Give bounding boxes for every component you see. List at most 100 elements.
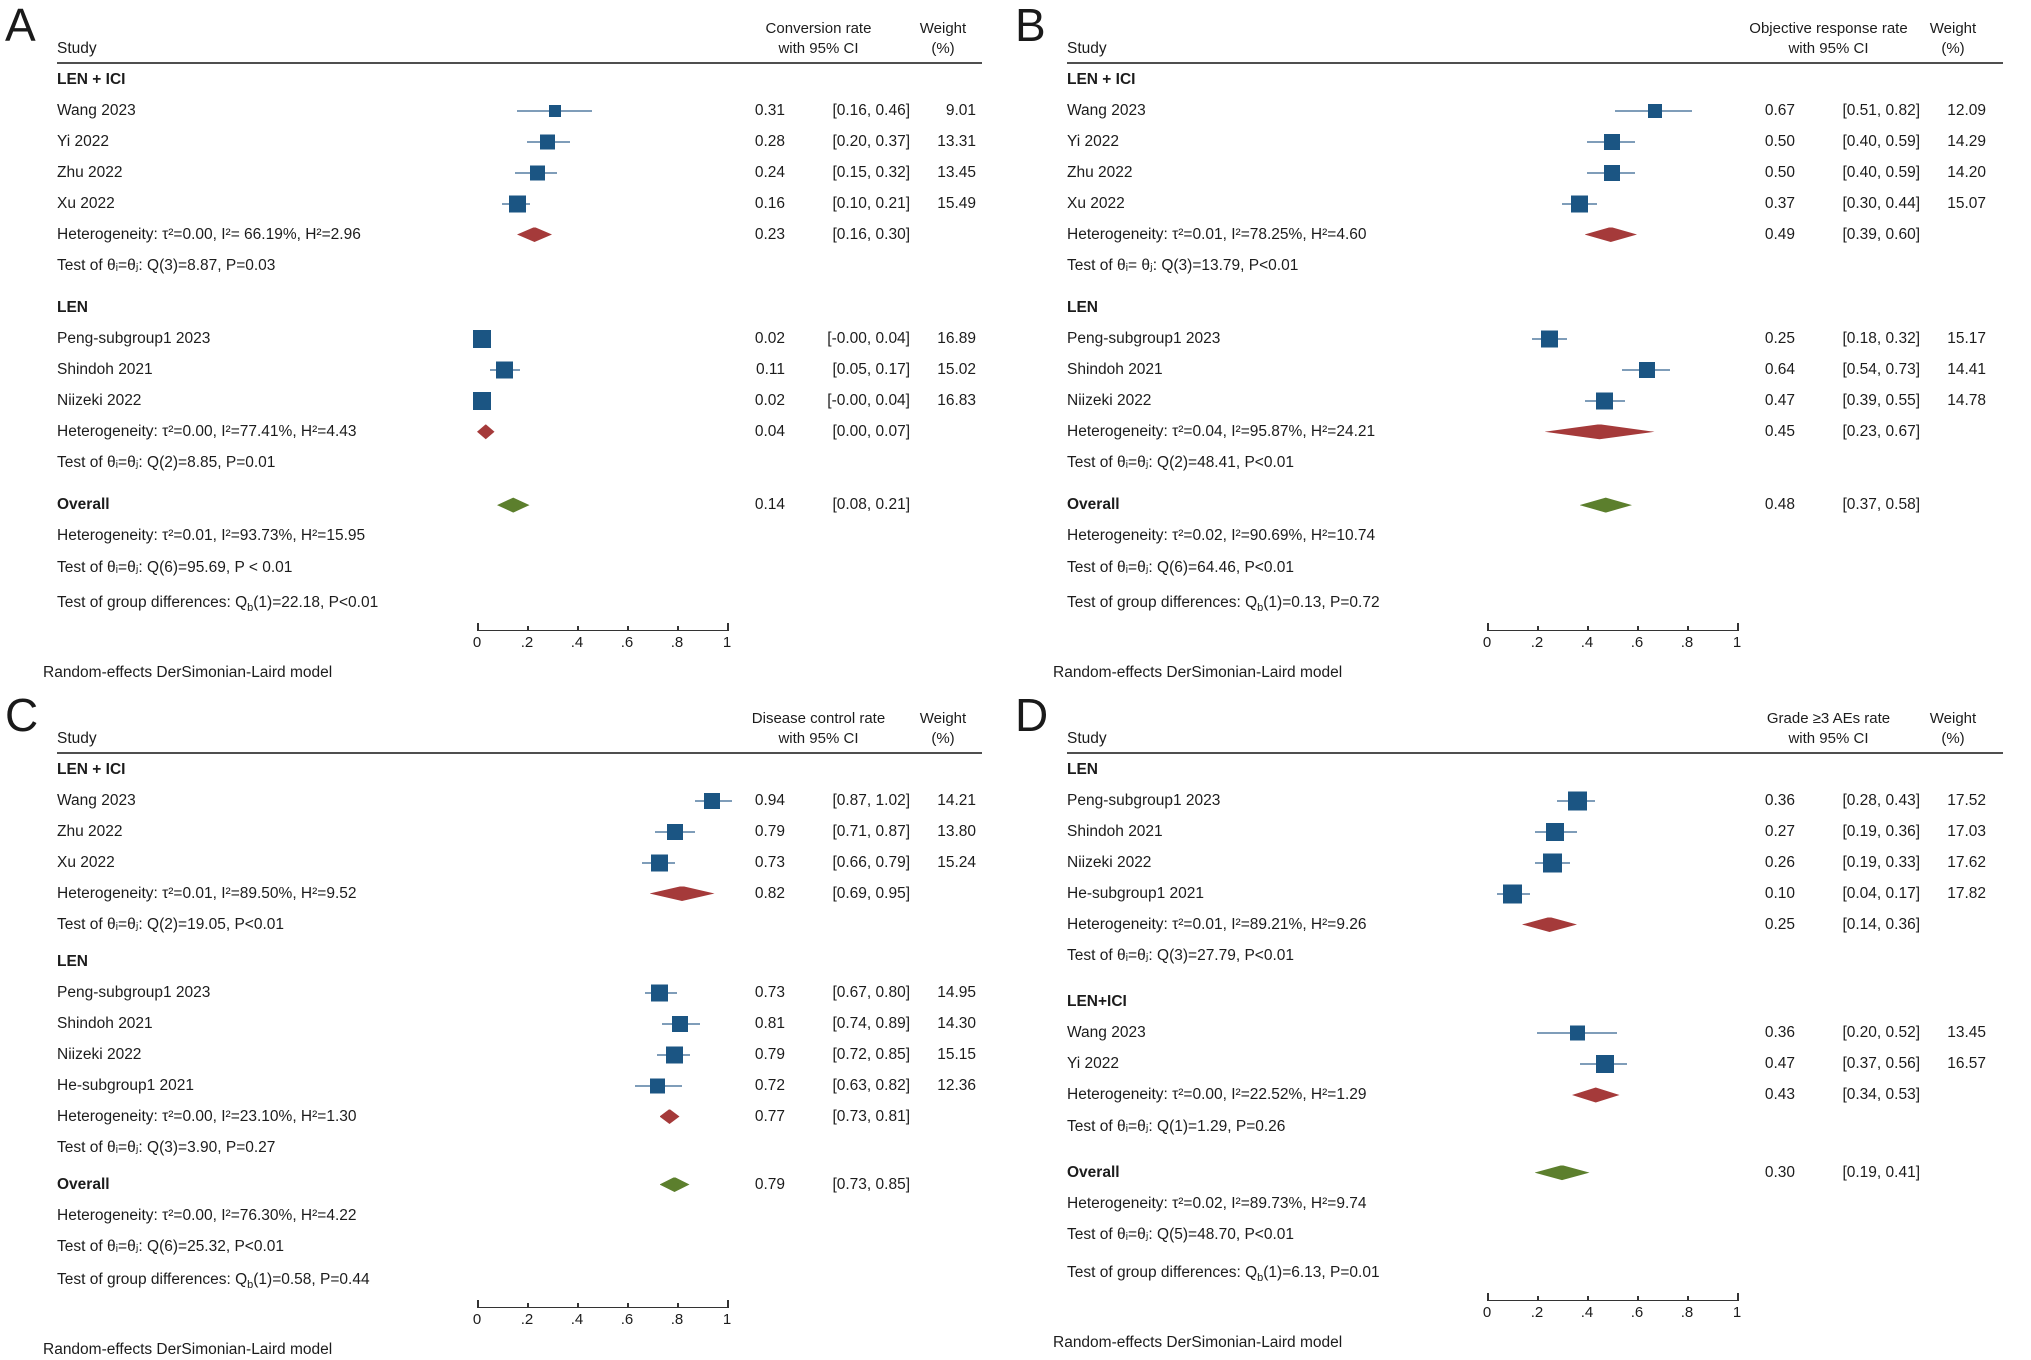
x-tick-label: .2 <box>1530 1303 1544 1321</box>
study-name: Peng-subgroup1 2023 <box>57 329 211 347</box>
study-row: Shindoh 2021 0.27 [0.19, 0.36] 17.03 <box>1067 816 2003 847</box>
effect-square <box>548 104 561 117</box>
group-diff-subscript: b <box>247 1279 254 1292</box>
group-differences-text: Test of group differences: Qb(1)=0.58, P… <box>57 1271 370 1291</box>
x-tick-label: .2 <box>520 634 534 651</box>
estimate-value: 0.45 <box>1764 422 1795 440</box>
subgroup-diamond <box>517 227 552 242</box>
effect-header-line2: with 95% CI <box>778 729 859 747</box>
estimate-value: 0.28 <box>754 132 785 150</box>
ci-value: [0.30, 0.44] <box>1842 194 1920 212</box>
x-tick-label: .6 <box>1630 1303 1644 1321</box>
group-spacer <box>1067 971 2003 987</box>
estimate-value: 0.64 <box>1764 360 1795 378</box>
estimate-value: 0.30 <box>1764 1163 1795 1181</box>
x-axis: 0 .2 .4 .6 .8 1 <box>1483 1290 1741 1332</box>
effect-square <box>473 329 491 348</box>
ci-value: [0.23, 0.67] <box>1842 422 1920 440</box>
study-row: Peng-subgroup1 2023 0.25 [0.18, 0.32] 15… <box>1067 323 2003 354</box>
estimate-value: 0.02 <box>754 391 785 409</box>
x-axis: 0 .2 .4 .6 .8 1 <box>473 620 731 662</box>
effect-square <box>671 1015 688 1032</box>
weight-value: 14.41 <box>1947 360 1986 378</box>
ci-plot <box>1487 354 1737 385</box>
summary-plot <box>477 490 727 521</box>
study-name: Xu 2022 <box>1067 194 1125 212</box>
estimate-value: 0.79 <box>754 822 785 840</box>
summary-row: Heterogeneity: τ²=0.00, I²=23.10%, H²=1.… <box>57 1101 982 1132</box>
x-tick-label: 1 <box>1732 1303 1742 1321</box>
weight-value: 14.95 <box>937 983 976 1001</box>
summary-row: Heterogeneity: τ²=0.01, I²=89.50%, H²=9.… <box>57 878 982 909</box>
study-row: He-subgroup1 2021 0.72 [0.63, 0.82] 12.3… <box>57 1070 982 1101</box>
homogeneity-test: Test of θᵢ=θⱼ: Q(3)=8.87, P=0.03 <box>57 257 276 274</box>
study-name: Zhu 2022 <box>57 822 123 840</box>
homogeneity-test: Test of θᵢ=θⱼ: Q(3)=27.79, P<0.01 <box>1067 947 1295 964</box>
study-row: Shindoh 2021 0.81 [0.74, 0.89] 14.30 <box>57 1008 982 1039</box>
summary-label: Heterogeneity: τ²=0.04, I²=95.87%, H²=24… <box>1067 422 1376 440</box>
group-spacer <box>57 281 982 292</box>
ci-value: [0.67, 0.80] <box>832 983 910 1001</box>
overall-test-row: Test of θᵢ=θⱼ: Q(5)=48.70, P<0.01 <box>1067 1219 2003 1250</box>
overall-test: Test of θᵢ=θⱼ: Q(6)=25.32, P<0.01 <box>57 1238 285 1255</box>
estimate-value: 0.25 <box>1764 915 1795 933</box>
weight-column-header: Weight (%) <box>1920 19 1986 58</box>
ci-value: [0.34, 0.53] <box>1842 1086 1920 1104</box>
group-spacer <box>1067 1142 2003 1158</box>
ci-value: [0.00, 0.07] <box>832 422 910 440</box>
summary-label: Overall <box>57 496 110 514</box>
homogeneity-test-row: Test of θᵢ=θⱼ: Q(3)=8.87, P=0.03 <box>57 250 982 281</box>
summary-label: Overall <box>57 1175 110 1193</box>
study-name: Shindoh 2021 <box>57 360 153 378</box>
group-spacer <box>1067 478 2003 489</box>
estimate-value: 0.72 <box>754 1076 785 1094</box>
ci-plot <box>1487 95 1737 126</box>
ci-value: [0.63, 0.82] <box>832 1076 910 1094</box>
group-diff-post: (1)=0.58, P=0.44 <box>253 1271 370 1289</box>
group-differences-row: Test of group differences: Qb(1)=6.13, P… <box>1067 1259 2003 1290</box>
estimate-value: 0.94 <box>754 791 785 809</box>
estimate-value: 0.82 <box>754 884 785 902</box>
panel-header: Study Objective response rate with 95% CI… <box>1067 8 2003 58</box>
homogeneity-test-row: Test of θᵢ=θⱼ: Q(3)=3.90, P=0.27 <box>57 1132 982 1163</box>
x-tick <box>527 626 529 631</box>
study-row: Peng-subgroup1 2023 0.02 [-0.00, 0.04] 1… <box>57 323 982 354</box>
effect-square <box>651 984 668 1001</box>
x-tick-label: .4 <box>570 634 584 651</box>
effect-square <box>1571 195 1588 212</box>
summary-row: Overall 0.30 [0.19, 0.41] <box>1067 1157 2003 1188</box>
study-row: Peng-subgroup1 2023 0.73 [0.67, 0.80] 14… <box>57 977 982 1008</box>
summary-plot <box>1487 416 1737 447</box>
ci-value: [0.20, 0.52] <box>1842 1024 1920 1042</box>
overall-test-row: Test of θᵢ=θⱼ: Q(6)=64.46, P<0.01 <box>1067 552 2003 583</box>
summary-label: Overall <box>1067 496 1120 514</box>
x-tick-label: .4 <box>1580 634 1594 651</box>
study-name: Wang 2023 <box>1067 1024 1146 1042</box>
group-diff-post: (1)=22.18, P<0.01 <box>253 594 379 612</box>
study-row: Zhu 2022 0.50 [0.40, 0.59] 14.20 <box>1067 157 2003 188</box>
summary-row: Heterogeneity: τ²=0.00, I²=77.41%, H²=4.… <box>57 416 982 447</box>
weight-value: 17.52 <box>1947 791 1986 809</box>
group-label: LEN <box>1067 298 1098 316</box>
x-tick-label: 0 <box>472 634 482 651</box>
study-row: Xu 2022 0.73 [0.66, 0.79] 15.24 <box>57 847 982 878</box>
homogeneity-test: Test of θᵢ= θⱼ: Q(3)=13.79, P<0.01 <box>1067 257 1299 274</box>
x-tick-label: .2 <box>1530 634 1544 651</box>
weight-value: 15.24 <box>937 853 976 871</box>
homogeneity-test: Test of θᵢ=θⱼ: Q(1)=1.29, P=0.26 <box>1067 1117 1286 1135</box>
summary-label: Heterogeneity: τ²=0.00, I²= 66.19%, H²=2… <box>57 225 361 243</box>
estimate-value: 0.79 <box>754 1045 785 1063</box>
group-differences-text: Test of group differences: Qb(1)=0.13, P… <box>1067 594 1380 614</box>
ci-value: [-0.00, 0.04] <box>827 391 910 409</box>
study-name: Peng-subgroup1 2023 <box>1067 791 1221 809</box>
summary-row: Heterogeneity: τ²=0.00, I²= 66.19%, H²=2… <box>57 219 982 250</box>
ci-value: [0.66, 0.79] <box>832 853 910 871</box>
study-name: Yi 2022 <box>1067 1055 1119 1073</box>
weight-header-line2: (%) <box>1941 39 1965 57</box>
overall-heterogeneity: Heterogeneity: τ²=0.00, I²=76.30%, H²=4.… <box>57 1206 357 1224</box>
group-spacer <box>57 478 982 489</box>
weight-column-header: Weight (%) <box>910 709 976 748</box>
estimate-value: 0.25 <box>1764 329 1795 347</box>
x-tick <box>1487 1292 1489 1301</box>
